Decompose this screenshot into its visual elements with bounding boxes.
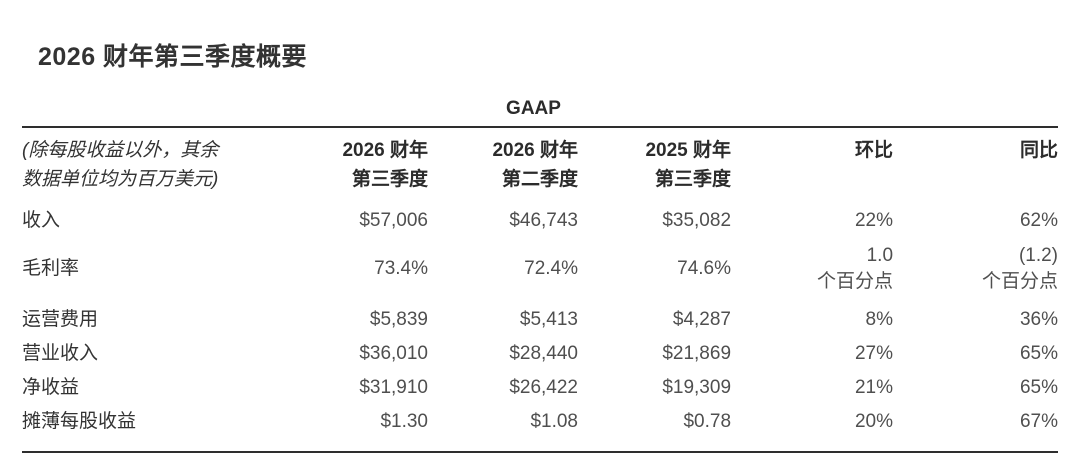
table-row-operating-expenses: 运营费用 $5,839 $5,413 $4,287 8% 36% (22, 303, 1058, 337)
cell-q3fy26: $1.30 (380, 411, 428, 432)
cell-q3fy25: $21,869 (662, 343, 732, 364)
cell-q3fy25: $0.78 (683, 411, 732, 432)
units-note-line2: 数据单位均为百万美元) (22, 169, 219, 190)
gaap-band-spacer (22, 96, 272, 128)
gaap-band-with-top-rule: GAAP (22, 96, 1059, 128)
cell-qoq: 20% (854, 411, 894, 432)
cell-q2fy26: 72.4% (524, 258, 578, 279)
cell-qoq: 27% (854, 343, 894, 364)
units-note-line1: (除每股收益以外，其余 (22, 140, 219, 161)
cell-qoq: 8% (865, 309, 894, 330)
page-title: 2026 财年第三季度概要 (38, 43, 308, 71)
table-row-net-income: 净收益 $31,910 $26,422 $19,309 21% 65% (22, 371, 1058, 405)
row-label: 净收益 (22, 377, 80, 398)
table-row-revenue: 收入 $57,006 $46,743 $35,082 22% 62% (22, 200, 1058, 237)
gaap-label: GAAP (506, 98, 561, 119)
cell-yoy: 36% (1019, 309, 1059, 330)
cell-q3fy26: $36,010 (359, 343, 428, 364)
yoy-value: (1.2) (1018, 245, 1059, 266)
col-header-yoy: 同比 (1020, 140, 1059, 161)
cell-q2fy26: $26,422 (509, 377, 578, 398)
gaap-label-cell: GAAP (272, 96, 732, 128)
table-bottom-rule (22, 451, 1058, 453)
row-label: 营业收入 (22, 343, 99, 364)
cell-yoy: 65% (1019, 377, 1059, 398)
cell-q3fy26: $5,839 (369, 309, 428, 330)
col-header-line2: 第三季度 (655, 169, 732, 190)
cell-q3fy26: 73.4% (374, 258, 428, 279)
cell-q3fy26: $31,910 (359, 377, 428, 398)
cell-yoy: 65% (1019, 343, 1059, 364)
cell-yoy: 67% (1019, 411, 1059, 432)
qoq-value: 1.0 (866, 245, 894, 266)
col-header-q3-fy2025: 2025 财年 第三季度 (578, 127, 731, 200)
cell-q3fy25: $35,082 (662, 210, 732, 231)
cell-q2fy26: $5,413 (519, 309, 578, 330)
col-header-line2: 第二季度 (501, 169, 578, 190)
row-label: 毛利率 (22, 258, 80, 279)
cell-yoy: 62% (1019, 210, 1059, 231)
cell-qoq: 1.0 个百分点 (731, 237, 893, 303)
row-label: 摊薄每股收益 (22, 411, 137, 432)
column-header-row: (除每股收益以外，其余 数据单位均为百万美元) 2026 财年 第三季度 202… (22, 127, 1058, 200)
qoq-unit: 个百分点 (817, 271, 894, 292)
cell-q3fy25: 74.6% (677, 258, 732, 279)
col-header-line1: 2025 财年 (645, 140, 732, 161)
cell-q3fy25: $19,309 (662, 377, 732, 398)
col-header-qoq: 环比 (855, 140, 894, 161)
table-row-diluted-eps: 摊薄每股收益 $1.30 $1.08 $0.78 20% 67% (22, 405, 1058, 439)
col-header-line1: 2026 财年 (342, 140, 428, 161)
cell-q2fy26: $1.08 (530, 411, 578, 432)
row-label: 运营费用 (22, 309, 99, 330)
units-note: (除每股收益以外，其余 数据单位均为百万美元) (22, 127, 272, 200)
col-header-line1: 2026 财年 (492, 140, 578, 161)
cell-q3fy26: $57,006 (359, 210, 428, 231)
table-row-gross-margin: 毛利率 73.4% 72.4% 74.6% 1.0 个百分点 (1.2) 个百分… (22, 237, 1058, 303)
gaap-band-spacer (893, 96, 1059, 128)
yoy-unit: 个百分点 (982, 271, 1059, 292)
cell-qoq: 21% (854, 377, 894, 398)
table-row-operating-income: 营业收入 $36,010 $28,440 $21,869 27% 65% (22, 337, 1058, 371)
gaap-band-spacer (731, 96, 894, 128)
row-label: 收入 (22, 210, 61, 231)
cell-qoq: 22% (854, 210, 894, 231)
cell-q2fy26: $46,743 (509, 210, 578, 231)
financial-summary-table: GAAP (除每股收益以外，其余 数据单位均为百万美元) 2026 财年 第三季… (22, 96, 1059, 439)
cell-q3fy25: $4,287 (672, 309, 732, 330)
col-header-line2: 第三季度 (351, 169, 428, 190)
cell-yoy: (1.2) 个百分点 (893, 237, 1058, 303)
col-header-q2-fy2026: 2026 财年 第二季度 (428, 127, 578, 200)
col-header-q3-fy2026: 2026 财年 第三季度 (272, 127, 428, 200)
cell-q2fy26: $28,440 (509, 343, 578, 364)
